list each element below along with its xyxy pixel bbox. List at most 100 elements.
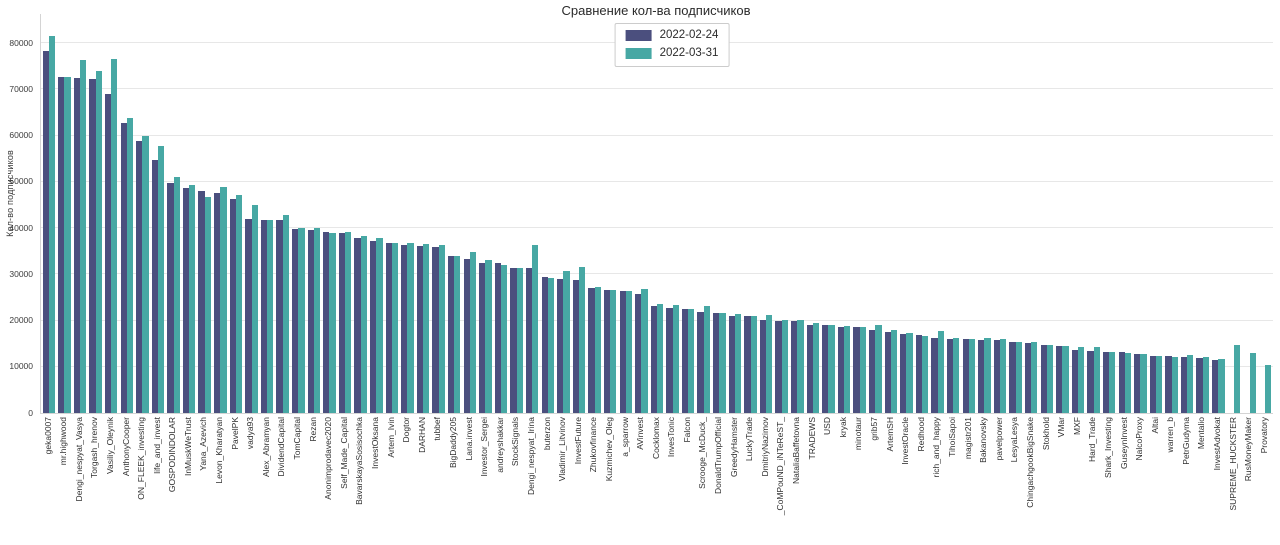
bar-2022-02-24 (759, 319, 767, 413)
x-tick-cell: DonaldTrumpOfficial (711, 417, 727, 545)
x-tick-cell: tubbef (430, 417, 446, 545)
bar-group (135, 14, 151, 413)
x-tick-cell: _CoMPouND_iNTeReST_ (773, 417, 789, 545)
x-tick-cell: Self_Made_Capital (336, 417, 352, 545)
bar-2022-03-31 (797, 319, 804, 413)
bar-2022-03-31 (532, 244, 539, 413)
x-tick-cell: buterzon (539, 417, 555, 545)
bar-2022-02-24 (713, 313, 720, 413)
bar-group (431, 14, 447, 413)
bar-2022-02-24 (338, 233, 346, 413)
x-tick-label: kryak (837, 417, 848, 438)
x-tick-label: InMuskWeTrust (182, 417, 193, 477)
x-tick-cell: Alex_Abramyan (258, 417, 274, 545)
bar-group (1070, 14, 1086, 413)
bar-2022-02-24 (697, 311, 704, 413)
x-tick-label: Redhood (915, 417, 926, 452)
bar-2022-03-31 (329, 233, 336, 413)
bar-2022-03-31 (391, 243, 399, 413)
x-tick-cell: DividendCapital (274, 417, 290, 545)
x-tick-cell: ArtemSH (882, 417, 898, 545)
bar-group (181, 14, 197, 413)
x-tick-label: a_sparrow (619, 417, 630, 457)
x-tick-cell: magistr201 (960, 417, 976, 545)
y-axis-ticks: 0 10000 20000 30000 40000 50000 60000 70000 8000… (0, 14, 36, 416)
x-tick-cell: Bakanovsky (976, 417, 992, 545)
bar-group (415, 14, 431, 413)
x-tick-label: Provatory (1258, 417, 1269, 454)
bar-2022-02-24 (978, 339, 985, 413)
bar-2022-02-24 (245, 219, 252, 413)
bar-group (914, 14, 930, 413)
bar-group (57, 14, 73, 413)
legend: 2022-02-24 2022-03-31 (614, 23, 730, 67)
x-tick-label: PetrGudyma (1180, 417, 1191, 465)
bar-group (758, 14, 774, 413)
x-tick-cell: Falcon (679, 417, 695, 545)
bar-group (1101, 14, 1117, 413)
x-tick-cell: NataliaBaffetovna (789, 417, 805, 545)
x-tick-cell: InvestOksana (367, 417, 383, 545)
bar-2022-02-24 (588, 288, 595, 413)
bar-group (977, 14, 993, 413)
bar-2022-03-31 (1062, 345, 1069, 413)
x-tick-cell: InMuskWeTrust (180, 417, 196, 545)
x-tick-label: Self_Made_Capital (338, 417, 349, 489)
bar-group (228, 14, 244, 413)
bar-group (992, 14, 1008, 413)
bar-2022-02-24 (1071, 350, 1078, 413)
x-tick-cell: InvestFuture (570, 417, 586, 545)
bar-2022-02-24 (681, 308, 689, 413)
bar-group (1148, 14, 1164, 413)
bar-2022-02-24 (198, 190, 205, 413)
bar-group (1133, 14, 1149, 413)
bar-2022-02-24 (323, 231, 330, 413)
bar-2022-02-24 (58, 77, 65, 413)
x-tick-label: pavelpower (993, 417, 1004, 461)
bar-2022-03-31 (95, 71, 102, 413)
bar-group (790, 14, 806, 413)
bar-group (571, 14, 587, 413)
bar-2022-02-24 (510, 268, 517, 413)
x-tick-cell: RusMoneyMaker (1241, 417, 1257, 545)
x-tick-cell: TRADEWS (804, 417, 820, 545)
x-tick-cell: InvestAdvokat (1210, 417, 1226, 545)
bar-group (88, 14, 104, 413)
bar-group (368, 14, 384, 413)
bar-2022-03-31 (906, 333, 913, 413)
bar-2022-02-24 (1196, 358, 1203, 413)
x-tick-cell: mr.highwood (56, 417, 72, 545)
x-tick-label: NataliaBaffetovna (791, 417, 802, 484)
bar-2022-03-31 (1155, 356, 1163, 413)
bar-2022-03-31 (750, 316, 757, 413)
x-tick-cell: InvesTonic (664, 417, 680, 545)
bar-group (119, 14, 135, 413)
bar-group (1195, 14, 1211, 413)
bar-group (478, 14, 494, 413)
x-tick-cell: Scrooge_McDuck_ (695, 417, 711, 545)
gridline-30000 (41, 273, 1273, 275)
x-tick-cell: ON_FLEEK_investing (134, 417, 150, 545)
x-tick-cell: Lana.invest (461, 417, 477, 545)
x-tick-label: Vladimir_Litvinov (557, 417, 568, 482)
y-tick-label-70000: 70000 (9, 83, 33, 94)
bar-2022-03-31 (454, 255, 461, 413)
bar-2022-02-24 (229, 198, 236, 413)
bar-group (213, 14, 229, 413)
x-tick-label: AVinvest (635, 417, 646, 450)
bar-2022-03-31 (48, 35, 56, 413)
bar-2022-02-24 (1149, 356, 1156, 413)
bar-2022-03-31 (734, 314, 742, 413)
x-tick-label: Levon_Kharatyan (214, 417, 225, 484)
bar-2022-03-31 (766, 314, 773, 413)
bar-group (493, 14, 509, 413)
bar-2022-03-31 (1077, 346, 1085, 413)
x-tick-label: InvestAdvokat (1212, 417, 1223, 471)
x-tick-label: Falcon (681, 417, 692, 443)
bar-2022-03-31 (64, 77, 71, 413)
bar-2022-02-24 (1180, 357, 1188, 413)
x-tick-cell: Hard_Trade (1085, 417, 1101, 545)
x-tick-cell: a_sparrow (617, 417, 633, 545)
bar-2022-02-24 (214, 193, 221, 413)
bar-2022-02-24 (1212, 359, 1219, 413)
